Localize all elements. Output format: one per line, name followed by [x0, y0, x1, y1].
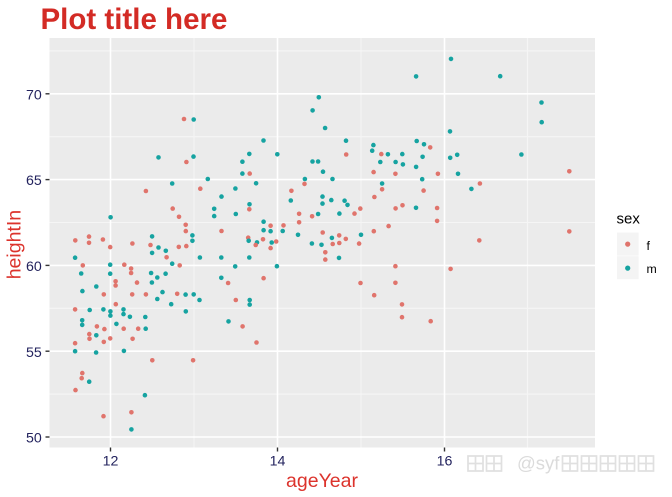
svg-text:sex: sex	[617, 211, 641, 228]
svg-text:65: 65	[26, 173, 42, 189]
svg-text:55: 55	[26, 345, 42, 361]
svg-text:ageYear: ageYear	[286, 470, 358, 492]
svg-text:@syf: @syf	[517, 453, 560, 474]
svg-text:heightIn: heightIn	[4, 210, 26, 279]
svg-text:Plot title here: Plot title here	[41, 3, 228, 36]
svg-text:14: 14	[270, 454, 286, 470]
svg-text:f: f	[647, 239, 651, 253]
svg-text:60: 60	[26, 259, 42, 275]
svg-text:70: 70	[26, 87, 42, 103]
svg-text:50: 50	[26, 431, 42, 447]
svg-text:12: 12	[103, 454, 119, 470]
svg-text:m: m	[647, 262, 657, 276]
svg-text:16: 16	[437, 454, 453, 470]
